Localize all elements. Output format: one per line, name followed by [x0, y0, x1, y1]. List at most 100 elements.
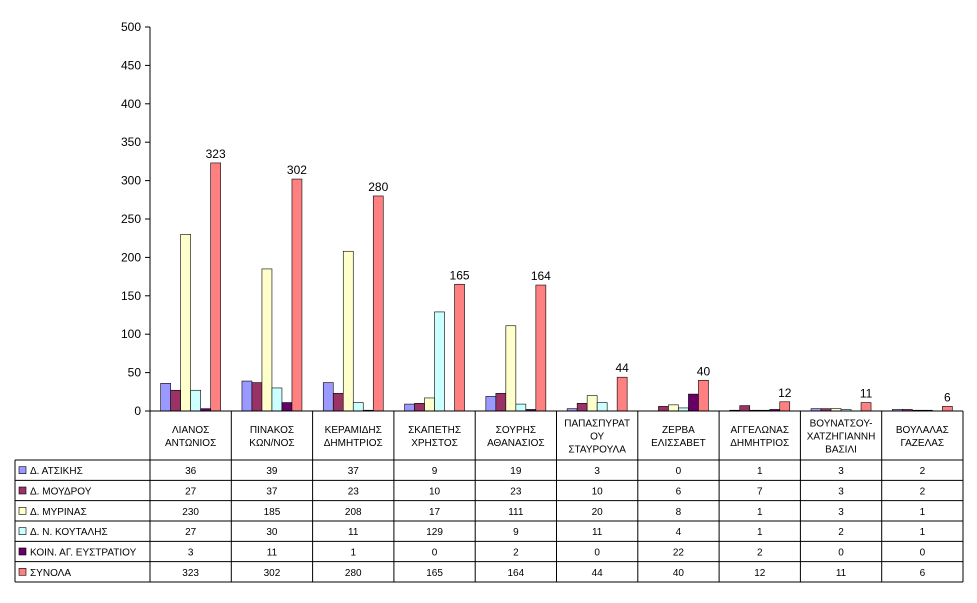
bar [616, 376, 628, 412]
category-label: ΑΘΑΝΑΣΙΟΣ [487, 438, 545, 449]
table-cell-value: 11 [348, 527, 359, 538]
category-label: ΧΡΗΣΤΟΣ [411, 438, 458, 449]
bar [291, 178, 303, 412]
bar [322, 382, 334, 412]
bar [434, 311, 445, 412]
data-label: 6 [944, 390, 951, 404]
data-label: 11 [860, 387, 873, 401]
category-label: ΔΗΜΗΤΡΙΟΣ [324, 438, 383, 449]
bar [332, 393, 344, 412]
y-tick-label: 350 [121, 135, 141, 149]
y-tick-label: 300 [121, 174, 141, 188]
bar [668, 404, 679, 412]
category-label: ΒΟΥΛΑΛΑΣ [896, 425, 949, 436]
bar [515, 403, 527, 412]
bar [739, 405, 751, 412]
table-cell-value: 165 [426, 568, 443, 579]
table-cell-value: 11 [592, 527, 603, 538]
table-cell-value: 185 [264, 507, 281, 518]
table-cell-value: 6 [920, 568, 926, 579]
table-cell-value: 11 [836, 568, 847, 579]
table-cell-value: 3 [838, 507, 844, 518]
category-label: ΕΛΙΣΣΑΒΕΤ [651, 438, 706, 449]
table-cell-value: 2 [757, 547, 763, 558]
table-cell-value: 2 [838, 527, 844, 538]
table-cell-value: 1 [757, 507, 763, 518]
table-cell-value: 39 [266, 466, 278, 477]
y-tick-label: 200 [121, 250, 141, 264]
bar [779, 401, 791, 412]
bar [372, 195, 384, 412]
table-cell-value: 44 [592, 568, 604, 579]
y-tick-label: 250 [121, 212, 141, 226]
y-tick-label: 50 [128, 366, 142, 380]
table-cell-value: 22 [673, 547, 685, 558]
table-cell-value: 3 [188, 547, 194, 558]
category-label: ΒΟΥΝΑΤΣΟΥ- [810, 419, 873, 430]
bar [942, 406, 953, 412]
table-cell-value: 9 [513, 527, 519, 538]
y-tick-label: 0 [134, 404, 141, 418]
bar [505, 325, 517, 412]
bar [241, 380, 253, 412]
table-cell-value: 9 [432, 466, 438, 477]
table-cell-value: 1 [757, 466, 763, 477]
legend-label: Δ. ΜΟΥΔΡΟΥ [30, 486, 92, 497]
y-tick-label: 100 [121, 327, 141, 341]
bar [190, 389, 201, 412]
bar [352, 402, 364, 412]
table-cell-value: 1 [757, 527, 763, 538]
bar [251, 382, 263, 412]
bar [698, 379, 709, 412]
table-cell-value: 302 [264, 568, 281, 579]
table-cell-value: 40 [673, 568, 685, 579]
data-label: 323 [206, 147, 226, 161]
legend-label: Δ. ΑΤΣΙΚΗΣ [30, 466, 83, 477]
table-cell-value: 20 [592, 507, 604, 518]
table-cell-value: 4 [676, 527, 682, 538]
table-cell-value: 23 [348, 486, 360, 497]
category-label: ΠΑΠΑΣΠΥΡΑΤ [564, 419, 630, 430]
category-label: ΔΗΜΗΤΡΙΟΣ [730, 438, 789, 449]
table-cell-value: 1 [920, 527, 926, 538]
data-label: 280 [368, 180, 388, 194]
bar [586, 395, 598, 412]
bar [535, 284, 547, 412]
table-cell-value: 111 [508, 507, 524, 518]
table-cell-value: 280 [345, 568, 362, 579]
data-label: 44 [615, 361, 629, 375]
table-cell-value: 129 [426, 527, 443, 538]
legend-label: ΣΥΝΟΛΑ [30, 568, 71, 579]
category-label: ΛΙΑΝΟΣ [172, 425, 209, 436]
legend-swatch [18, 527, 27, 535]
legend-label: ΚΟΙΝ. ΑΓ. ΕΥΣΤΡΑΤΙΟΥ [30, 547, 137, 558]
bar [658, 406, 669, 412]
table-cell-value: 0 [676, 466, 682, 477]
legend-swatch [18, 466, 27, 474]
table-cell-value: 37 [266, 486, 278, 497]
table-cell-value: 8 [676, 507, 682, 518]
legend-swatch [18, 507, 27, 515]
table-cell-value: 30 [266, 527, 278, 538]
data-label: 165 [450, 268, 470, 282]
legend-swatch [18, 568, 27, 576]
category-label: ΣΚΑΠΕΤΗΣ [408, 425, 461, 436]
bar [342, 250, 354, 412]
data-label: 164 [531, 269, 551, 283]
bar [596, 402, 608, 412]
table-cell-value: 164 [508, 568, 525, 579]
y-tick-label: 500 [121, 20, 141, 34]
bar [860, 402, 872, 412]
table-cell-value: 323 [182, 568, 199, 579]
category-label: ΧΑΤΖΗΓΙΑΝΝΗ [807, 432, 876, 443]
bar [170, 389, 181, 412]
y-tick-label: 450 [121, 58, 141, 72]
table-cell-value: 27 [185, 486, 197, 497]
table-cell-value: 0 [432, 547, 438, 558]
table-cell-value: 11 [267, 547, 278, 558]
table-cell-value: 2 [513, 547, 519, 558]
table-cell-value: 19 [510, 466, 522, 477]
bar [210, 162, 221, 412]
legend-swatch [18, 486, 27, 495]
